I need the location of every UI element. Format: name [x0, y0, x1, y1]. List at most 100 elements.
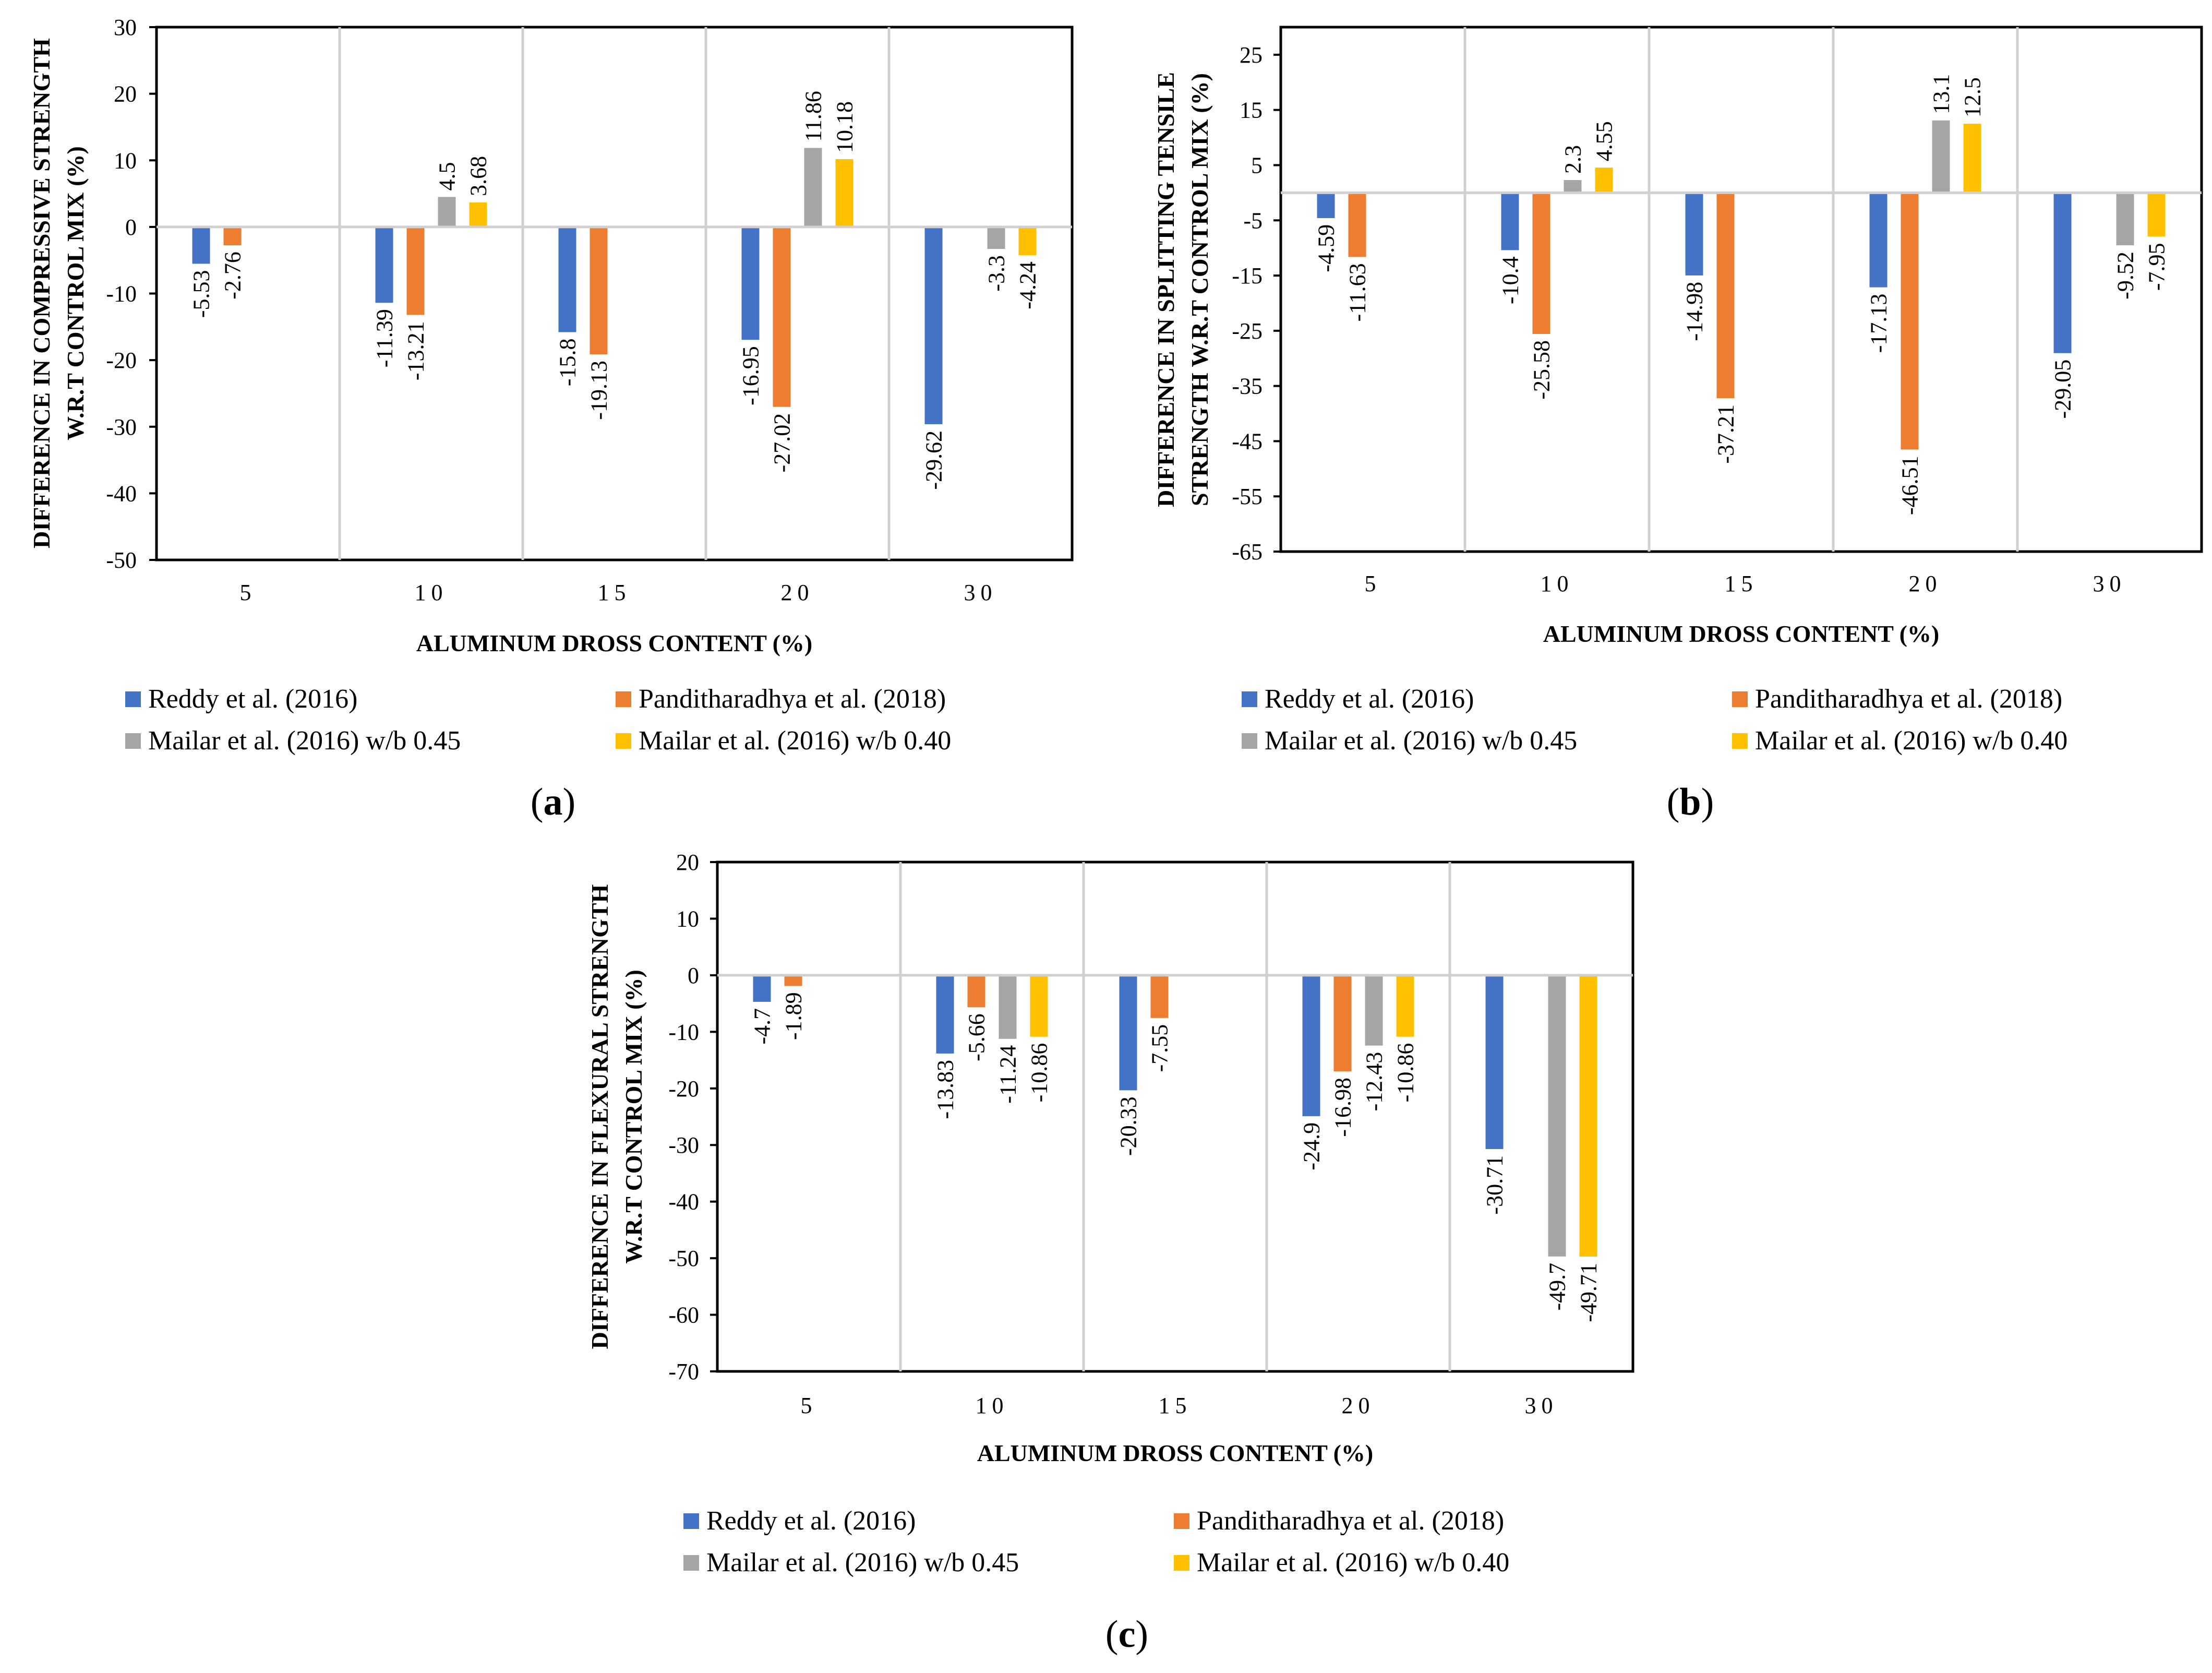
chart-b-legend-swatch [1732, 733, 1748, 749]
chart-b-y-tick-label: 25 [1240, 42, 1263, 68]
chart-c-legend-label: Reddy et al. (2016) [706, 1506, 916, 1536]
chart-c-x-tick-label: 15 [1159, 1393, 1192, 1418]
chart-c-bar [1548, 975, 1566, 1257]
chart-c-bar [1396, 975, 1414, 1037]
chart-c-bar [1579, 975, 1597, 1257]
chart-a-legend: Reddy et al. (2016) Panditharadhya et al.… [0, 684, 1096, 778]
chart-a-legend-item: Mailar et al. (2016) w/b 0.45 [125, 725, 461, 756]
chart-c-x-tick-label: 5 [801, 1393, 818, 1418]
chart-c-y-axis-title-line: W.R.T CONTROL MIX (%) [620, 970, 647, 1264]
chart-a-data-label: -29.62 [921, 431, 947, 490]
chart-c-bar [936, 975, 954, 1054]
chart-c-data-label: -12.43 [1362, 1052, 1387, 1112]
chart-c-y-tick-label: -40 [668, 1189, 699, 1215]
chart-a-y-tick-label: 0 [125, 214, 137, 240]
chart-b-y-tick-label: 15 [1240, 98, 1263, 123]
chart-c-data-label: -13.83 [933, 1060, 958, 1119]
chart-a-bar [773, 226, 791, 407]
chart-a-data-label: 3.68 [466, 156, 491, 196]
chart-a-bar [375, 226, 393, 303]
caption-b-letter: b [1679, 781, 1701, 823]
chart-b-legend-item: Mailar et al. (2016) w/b 0.40 [1732, 725, 2067, 756]
chart-c-legend: Reddy et al. (2016) Panditharadhya et al.… [558, 1505, 1654, 1599]
chart-c-data-label: -7.55 [1147, 1024, 1173, 1072]
chart-c-x-tick-label: 20 [1342, 1393, 1375, 1418]
chart-a-data-label: -11.39 [372, 309, 398, 367]
chart-a-data-label: -27.02 [770, 413, 795, 473]
chart-c-x-tick-label: 30 [1525, 1393, 1558, 1418]
chart-a-data-label: -3.3 [984, 255, 1009, 292]
chart-c-data-label: -20.33 [1116, 1096, 1141, 1156]
caption-a-close: ) [562, 781, 576, 823]
chart-a-legend-swatch [125, 691, 141, 707]
chart-panel-c: 20 10 0 -10 -20 -30 -40 -50 -60 -70 -4.7 -13.83 -20.… [558, 835, 1654, 1673]
chart-c-data-label: -16.98 [1330, 1078, 1356, 1137]
chart-c-bar [1030, 975, 1048, 1037]
chart-c-bar [1302, 975, 1320, 1116]
chart-b-y-tick-label: 5 [1251, 152, 1263, 178]
chart-b-y-axis-title-line: DIFFERENCE IN SPLITTING TENSILE [1152, 72, 1179, 507]
chart-b-data-label: 4.55 [1592, 121, 1617, 161]
chart-b-y-tick-label: -15 [1232, 263, 1263, 289]
caption-c-close: ) [1135, 1613, 1149, 1656]
chart-b-bar [2116, 193, 2134, 246]
chart-a-y-tick-label: 20 [114, 81, 137, 107]
chart-a-bar [1018, 226, 1037, 255]
chart-a-data-label: -19.13 [586, 361, 612, 420]
chart-b-bar [1317, 193, 1335, 218]
chart-c-y-tick-label: 20 [676, 850, 699, 875]
chart-b-legend-item: Reddy et al. (2016) [1242, 684, 1474, 714]
chart-c-bar [967, 975, 985, 1008]
chart-a-bar [406, 226, 425, 315]
chart-c-svg: 20 10 0 -10 -20 -30 -40 -50 -60 -70 -4.7 -13.83 -20.… [586, 850, 1634, 1466]
chart-c-legend-label: Mailar et al. (2016) w/b 0.40 [1197, 1548, 1510, 1578]
chart-a-data-label: 11.86 [801, 91, 826, 141]
chart-b-data-label: -7.95 [2144, 243, 2170, 291]
chart-a-x-tick-label: 5 [240, 580, 257, 605]
chart-b-legend-swatch [1242, 733, 1257, 749]
chart-b-bar [1595, 168, 1613, 193]
chart-b-bar [2147, 193, 2166, 237]
chart-c-legend-swatch [1174, 1513, 1189, 1529]
chart-a-x-tick-label: 30 [964, 580, 997, 605]
chart-c-y-tick-label: -20 [668, 1076, 699, 1102]
chart-a-x-tick-label: 15 [598, 580, 631, 605]
chart-b-data-label: 12.5 [1960, 77, 1986, 117]
chart-b-legend-label: Reddy et al. (2016) [1265, 684, 1474, 714]
chart-c-y-axis-title-line: DIFFERENCE IN FLEXURAL STRENGTH [586, 884, 613, 1349]
chart-b-legend: Reddy et al. (2016) Panditharadhya et al.… [1116, 684, 2212, 778]
chart-b-x-tick-label: 5 [1365, 571, 1381, 596]
chart-a-y-tick-label: -40 [106, 481, 137, 506]
chart-b-y-tick-label: -35 [1232, 374, 1263, 399]
chart-a-y-axis-title-line: W.R.T CONTROL MIX (%) [62, 146, 89, 440]
chart-b-y-tick-label: -5 [1243, 208, 1263, 233]
chart-a-data-label: -5.53 [189, 270, 214, 318]
chart-c-y-tick-label: 10 [676, 906, 699, 931]
caption-c-open: ( [1105, 1613, 1119, 1656]
chart-a-data-label: -4.24 [1015, 261, 1041, 309]
chart-c-legend-item: Panditharadhya et al. (2018) [1174, 1505, 1504, 1536]
chart-c-data-label: -49.7 [1545, 1263, 1570, 1311]
chart-b-data-label: -11.63 [1345, 263, 1371, 321]
caption-a: (a) [501, 780, 605, 824]
chart-a-x-tick-label: 10 [415, 580, 448, 605]
chart-c-plot-frame [716, 861, 1634, 1373]
chart-c-y-tick-label: -50 [668, 1246, 699, 1271]
chart-a-bar [192, 226, 210, 264]
chart-a-legend-swatch [616, 733, 631, 749]
caption-b-open: ( [1666, 781, 1680, 823]
chart-a-bar [835, 159, 853, 227]
chart-a-bar [469, 202, 487, 227]
chart-a-legend-item: Mailar et al. (2016) w/b 0.40 [616, 725, 951, 756]
chart-b-bar [1932, 120, 1950, 193]
chart-c-data-label: -1.89 [781, 992, 807, 1040]
chart-a-data-label: 10.18 [832, 101, 858, 153]
chart-b-legend-item: Panditharadhya et al. (2018) [1732, 684, 2062, 714]
chart-b-legend-swatch [1242, 691, 1257, 707]
chart-b-legend-swatch [1732, 691, 1748, 707]
chart-a-y-tick-label: 10 [114, 148, 137, 173]
chart-a-y-axis-title-line: DIFFERENCE IN COMPRESSIVE STRENGTH [28, 38, 55, 548]
caption-c: (c) [1075, 1612, 1179, 1657]
chart-c-legend-item: Mailar et al. (2016) w/b 0.45 [683, 1547, 1019, 1578]
chart-b-legend-label: Panditharadhya et al. (2018) [1755, 684, 2063, 714]
